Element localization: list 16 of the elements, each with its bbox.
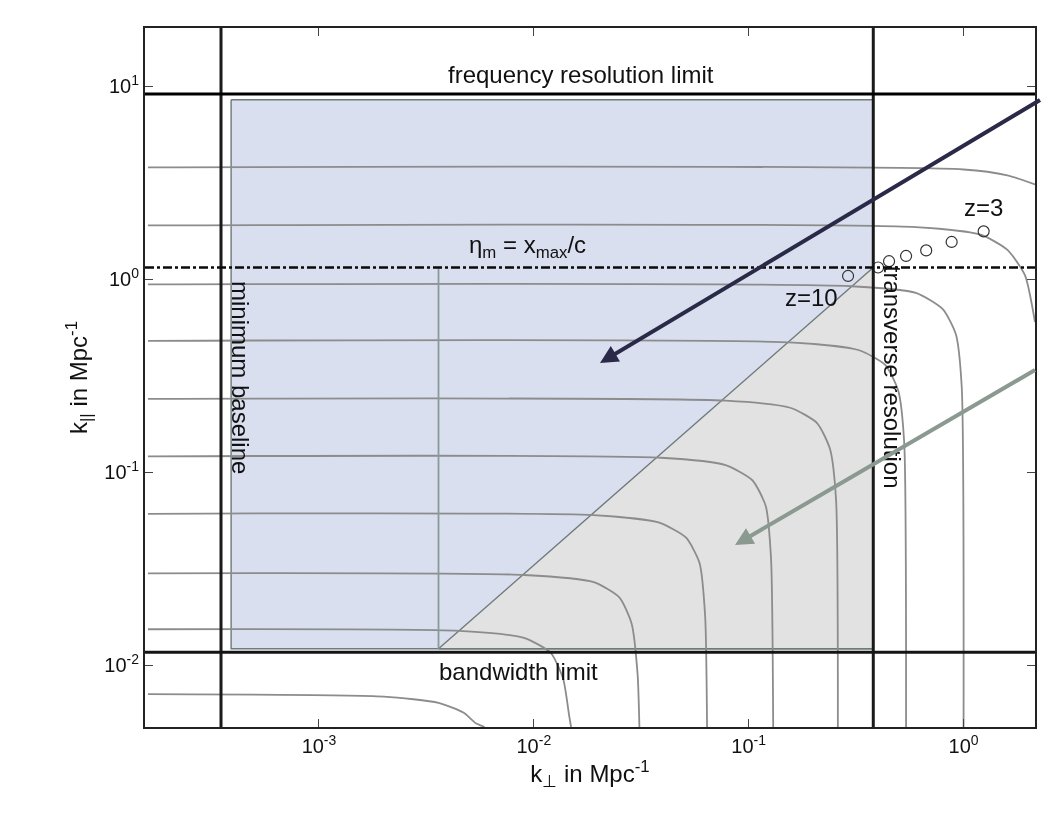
x-tick-label: 10$^{-2}$ [516,731,552,757]
ref-line-label: η$_{m}$ = x$_{max}$/c [469,231,587,263]
ref-line-label: bandwidth limit [439,658,599,685]
ref-line-label: transverse resolution [879,265,907,489]
y-tick-label: 10$^{-1}$ [104,457,140,484]
x-axis-title: k$_{⊥}$ in Mpc$^{-1}$ [530,757,650,792]
ref-line-label: minimum baseline [227,280,255,475]
x-tick-label: 10$^{0}$ [948,731,979,757]
annotation: z=3 [964,194,1004,221]
x-tick-label: 10$^{-1}$ [731,731,767,757]
annotation: z=10 [785,284,838,311]
x-tick-label: 10$^{-3}$ [301,731,337,757]
ref-line-label: frequency resolution limit [448,61,714,88]
y-tick-label: 10$^{0}$ [108,264,140,291]
y-tick-label: 10$^{-2}$ [104,651,140,677]
y-tick-label: 10$^{1}$ [108,71,140,98]
